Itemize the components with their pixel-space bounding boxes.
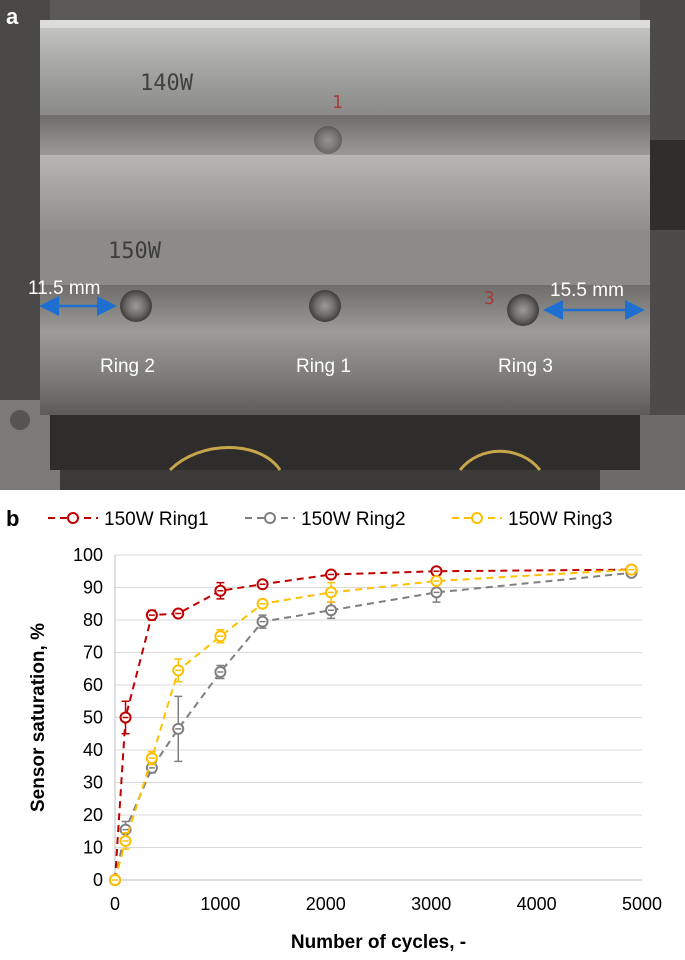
- chart-series: [109, 563, 638, 886]
- x-tick-label-4000: 4000: [517, 894, 557, 914]
- legend-label-2: 150W Ring2: [301, 509, 406, 530]
- series-line-3: [114, 568, 632, 881]
- chart-grid: [115, 554, 642, 848]
- legend-label-3: 150W Ring3: [508, 509, 613, 530]
- y-axis-title: Sensor saturation, %: [28, 623, 49, 812]
- series-line-1: [114, 568, 632, 881]
- ring-2-label: Ring 2: [100, 356, 155, 377]
- series-2: [109, 566, 638, 886]
- panel-b-letter: b: [6, 506, 19, 531]
- y-tick-label-100: 100: [73, 545, 103, 565]
- x-tick-label-5000: 5000: [622, 894, 662, 914]
- y-tick-label-0: 0: [93, 870, 103, 890]
- x-tick-label-0: 0: [110, 894, 120, 914]
- series-line-2: [114, 571, 632, 881]
- dimension-right-label: 15.5 mm: [550, 280, 624, 301]
- y-tick-label-70: 70: [83, 643, 103, 663]
- y-tick-label-50: 50: [83, 708, 103, 728]
- panel-a-letter: a: [6, 4, 19, 29]
- legend-marker-2: [264, 512, 276, 524]
- saturation-chart: b 150W Ring1 150W Ring2 150W Ring3 0 10 20 30…: [6, 506, 662, 953]
- ring-3-label: Ring 3: [498, 356, 553, 377]
- chart-legend: 150W Ring1 150W Ring2 150W Ring3: [48, 509, 613, 530]
- y-tick-label-10: 10: [83, 838, 103, 858]
- y-tick-label-40: 40: [83, 740, 103, 760]
- marking-150w: 150W: [108, 239, 162, 264]
- panel-a-photo: 140W 150W 1 3 11.5 mm 15.5 mm Ring 2 Rin…: [0, 0, 685, 490]
- series-3: [109, 563, 638, 886]
- y-tick-label-80: 80: [83, 610, 103, 630]
- photo-illustration: 140W 150W 1 3 11.5 mm 15.5 mm Ring 2 Rin…: [0, 0, 685, 490]
- marking-140w: 140W: [140, 71, 194, 96]
- x-axis-title: Number of cycles, -: [291, 932, 466, 953]
- legend-marker-3: [471, 512, 483, 524]
- ring-1-label: Ring 1: [296, 356, 351, 377]
- y-tick-label-20: 20: [83, 805, 103, 825]
- y-tick-label-60: 60: [83, 675, 103, 695]
- x-tick-label-3000: 3000: [411, 894, 451, 914]
- x-tick-label-1000: 1000: [200, 894, 240, 914]
- x-tick-label-2000: 2000: [306, 894, 346, 914]
- panel-b-chart: b 150W Ring1 150W Ring2 150W Ring3 0 10 20 30…: [0, 490, 685, 955]
- legend-marker-1: [67, 512, 79, 524]
- y-tick-label-90: 90: [83, 578, 103, 598]
- y-tick-label-30: 30: [83, 773, 103, 793]
- marking-number-1: 1: [332, 92, 343, 113]
- legend-label-1: 150W Ring1: [104, 509, 209, 530]
- series-1: [109, 563, 638, 886]
- dimension-left-label: 11.5 mm: [28, 278, 101, 299]
- marking-number-3: 3: [484, 288, 495, 309]
